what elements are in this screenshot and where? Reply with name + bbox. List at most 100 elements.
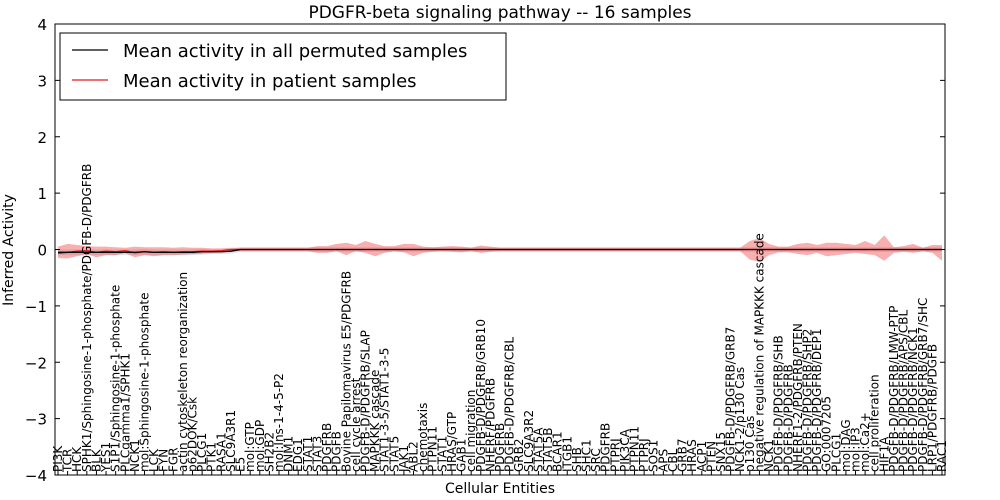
x-tick-label: chemotaxis — [416, 403, 430, 472]
y-tick-label: −1 — [25, 298, 47, 316]
x-tick-label: mol:DAG — [839, 419, 853, 472]
x-tick-label: SHB — [570, 447, 584, 472]
x-tick-label: TCR — [61, 449, 75, 473]
x-tick-label: SH2B2 — [262, 432, 276, 472]
y-tick-label: 1 — [37, 185, 47, 203]
x-tick-label: LCK — [147, 448, 161, 472]
x-tick-label: STAT1 — [435, 436, 449, 472]
x-tick-label: APS — [656, 449, 670, 472]
x-tick-label: GAB1 — [455, 439, 469, 472]
x-tick-label: PDGFB-D/PDGFRB/SLAP — [358, 330, 372, 472]
x-tick-label: PDGFB-D/PDGFRB/GRB10 — [474, 319, 488, 472]
x-tick-label: STAT3 — [310, 436, 324, 472]
x-tick-label: GRB2 — [512, 438, 526, 472]
x-tick-label: CBL — [666, 448, 680, 472]
x-tick-label: SLC9A3R2 — [522, 410, 536, 472]
x-tick-label: mol:GDP — [253, 420, 267, 472]
x-tick-label: cell cycle arrest — [349, 377, 363, 472]
x-tick-label: PLCG1 — [829, 433, 843, 472]
x-tick-label: PTPRJ — [608, 438, 622, 472]
x-tick-label: SPHK1/Sphingosine-1-phosphate/PDGFB-D/PD… — [80, 164, 94, 472]
x-tick-label: HRAS/GTP — [445, 412, 459, 472]
x-tick-label: PLCgamma1/SPHK1 — [118, 353, 132, 472]
x-tick-label: PTPRJ — [637, 438, 651, 472]
x-tick-label: SHC1 — [579, 439, 593, 472]
x-tick-label: ABL2 — [407, 441, 421, 472]
x-tick-label: STAT1-3-5/STAT1-3-5 — [378, 348, 392, 472]
y-tick-label: 2 — [37, 129, 47, 147]
x-tick-label: PDGFRB — [599, 423, 613, 472]
y-tick-label: 0 — [37, 242, 47, 260]
x-tick-label: NHERF1-2/PDGFRB/PTEN — [791, 323, 805, 472]
y-tick-label: −3 — [25, 411, 47, 429]
x-tick-label: NCK1 — [128, 439, 142, 472]
x-tick-label: NHERF/PDGFRB — [483, 378, 497, 472]
x-tick-label: PDGFB-D/PDGFRB — [781, 364, 795, 472]
x-tick-label: PDGFRB — [493, 423, 507, 472]
x-tick-label: BCAR1 — [551, 431, 565, 472]
legend-label-permuted: Mean activity in all permuted samples — [123, 41, 467, 62]
x-tick-label: mol:Sphingosine-1-phosphate — [137, 293, 151, 473]
x-tick-label: ACP1 — [695, 441, 709, 472]
y-tick-label: 4 — [37, 16, 47, 34]
x-tick-label: p130 Cas — [743, 416, 757, 472]
x-tick-label: NCK1-2/p130 Cas — [733, 367, 747, 472]
x-tick-label: actin cytoskeleton reorganization — [176, 272, 190, 472]
x-tick-label: YES1 — [99, 442, 113, 473]
x-tick-label: SOS1 — [647, 440, 661, 472]
x-tick-label: PDGFB-D/PDGFRB/NCK1 — [906, 327, 920, 472]
x-tick-label: PDGFB-D/PDGFRB/APS/CBL — [897, 309, 911, 472]
x-tick-label: cell proliferation — [868, 374, 882, 472]
x-tick-label: RASA1 — [214, 432, 228, 472]
x-tick-label: PDGFB-D/PDGFRB/CBL — [503, 337, 517, 472]
legend-box — [59, 32, 507, 101]
x-tick-label: NCK1 — [762, 439, 776, 472]
x-tick-label: E5 — [234, 457, 248, 472]
x-tick-label: PDGFRB — [320, 423, 334, 472]
x-tick-label: PDGFB-D/PDGFRB/GRB7/SHC — [916, 298, 930, 472]
x-tick-label: mol:Ins-1-4-5-P2 — [272, 373, 286, 472]
x-tick-label: FGR — [166, 447, 180, 472]
x-tick-label: PTK1 — [205, 442, 219, 472]
permuted-mean-line — [58, 248, 942, 253]
x-tick-label: PDGFB-D/PDGFRB/LMW-PTP — [887, 306, 901, 472]
x-tick-label: SRC — [589, 448, 603, 472]
x-tick-label: STAT5B — [541, 428, 555, 473]
x-tick-label: PDGFB — [330, 431, 344, 472]
x-tick-label: HRAS — [685, 439, 699, 472]
x-tick-label: cell migration — [464, 390, 478, 472]
y-tick-label: −2 — [25, 354, 47, 372]
plot-frame — [54, 23, 946, 476]
x-tick-label: EDG1 — [291, 438, 305, 472]
x-tick-label: DNM1 — [282, 436, 296, 472]
x-tick-label: JAK1 — [397, 445, 411, 473]
x-tick-label: HCK — [70, 446, 84, 472]
x-tick-label: GRB7 — [676, 438, 690, 472]
x-tick-label: PIK3CA — [618, 428, 632, 472]
legend: Mean activity in all permuted samples Me… — [59, 32, 507, 101]
x-tick-label: ITGB1 — [560, 436, 574, 472]
x-tick-label: negative regulation of MAPKKK cascade — [752, 233, 766, 472]
x-tick-label: SNX15 — [714, 432, 728, 472]
patient-band — [58, 235, 942, 262]
y-tick-label: −4 — [25, 467, 47, 485]
y-tick-label: 3 — [37, 72, 47, 90]
x-tick-label: PDGFB-D/PDGFRB/SHB — [772, 335, 786, 472]
y-axis-ticks: −4 −3 −2 −1 0 1 2 3 4 — [25, 16, 945, 485]
x-tick-label: PDGFB-D/PDGFRB/DEP1 — [810, 328, 824, 472]
x-tick-label: Bovine Papilomavirus E5/PDGFRB — [339, 271, 353, 472]
x-tick-label: PTPN11 — [628, 426, 642, 472]
x-tick-label: STAT5A — [531, 427, 545, 472]
confidence-bands — [58, 235, 942, 262]
x-tick-label: PTEN — [704, 441, 718, 472]
series-lines — [57, 248, 942, 255]
x-tick-label: FYN — [157, 449, 171, 472]
x-tick-label: SLC9A3R1 — [224, 410, 238, 472]
x-tick-label: STAT5 — [387, 436, 401, 472]
x-axis-label: Cellular Entities — [445, 481, 555, 497]
y-axis-label: Inferred Activity — [1, 194, 17, 306]
x-tick-label: p62DOK/Csk — [186, 397, 200, 472]
x-tick-label: RAC1 — [935, 440, 949, 472]
legend-label-patient: Mean activity in patient samples — [123, 71, 417, 92]
